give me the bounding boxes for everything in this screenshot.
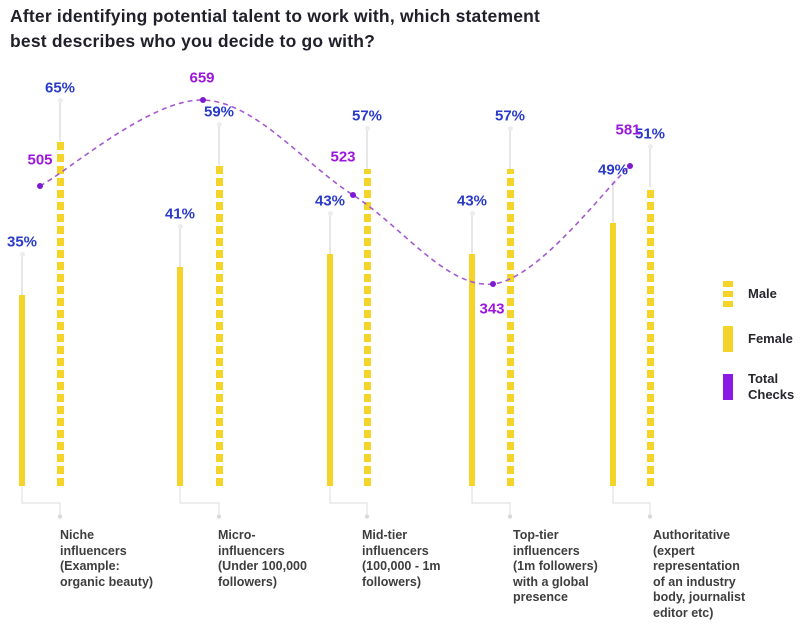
legend-label-male: Male: [748, 286, 777, 301]
male-stem-cap-dot: [647, 144, 653, 149]
male-value-label: 59%: [203, 103, 235, 121]
category-label: Niche influencers (Example: organic beau…: [60, 528, 154, 589]
female-bar-stem: [21, 255, 23, 295]
female-bar: [610, 223, 616, 486]
category-label: Authoritative (expert representation of …: [653, 528, 746, 620]
total-checks-label: 523: [330, 148, 356, 166]
legend-label-total-checks: Total Checks: [748, 371, 795, 402]
legend-label-female: Female: [748, 331, 793, 346]
legend-item-total-checks: Total Checks: [723, 371, 810, 403]
male-bar: [646, 187, 654, 486]
legend: Male Female Total Checks: [723, 281, 810, 422]
male-bar: [56, 141, 64, 486]
male-value-label: 57%: [351, 107, 383, 125]
female-value-label: 49%: [597, 161, 629, 179]
male-value-label: 65%: [44, 79, 76, 97]
category-label: Micro- influencers (Under 100,000 follow…: [218, 528, 307, 589]
male-value-label: 57%: [494, 107, 526, 125]
female-bar: [469, 254, 475, 486]
male-value-label: 51%: [634, 125, 666, 143]
female-solid-swatch-icon: [723, 326, 733, 352]
legend-item-female: Female: [723, 326, 810, 352]
female-bar: [19, 295, 25, 486]
male-dashed-swatch-icon: [723, 281, 733, 307]
category-label: Mid-tier influencers (100,000 - 1m follo…: [362, 528, 441, 589]
female-value-label: 43%: [456, 192, 488, 210]
female-bar: [177, 267, 183, 486]
category-label: Top-tier influencers (1m followers) with…: [513, 528, 598, 604]
female-value-label: 43%: [314, 192, 346, 210]
male-bar: [363, 169, 371, 486]
male-bar-stem: [649, 147, 651, 187]
legend-item-male: Male: [723, 281, 810, 307]
total-checks-label: 581: [615, 121, 641, 139]
male-bar: [506, 169, 514, 486]
male-bar: [215, 165, 223, 486]
female-value-label: 41%: [164, 205, 196, 223]
total-checks-swatch-icon: [723, 374, 733, 400]
chart-title: After identifying potential talent to wo…: [10, 6, 541, 51]
total-checks-label: 505: [27, 151, 53, 169]
female-value-label: 35%: [6, 233, 38, 251]
total-checks-label: 343: [479, 300, 505, 318]
female-bar: [327, 254, 333, 486]
female-stem-cap-dot: [19, 252, 25, 257]
total-checks-label: 659: [189, 69, 215, 87]
